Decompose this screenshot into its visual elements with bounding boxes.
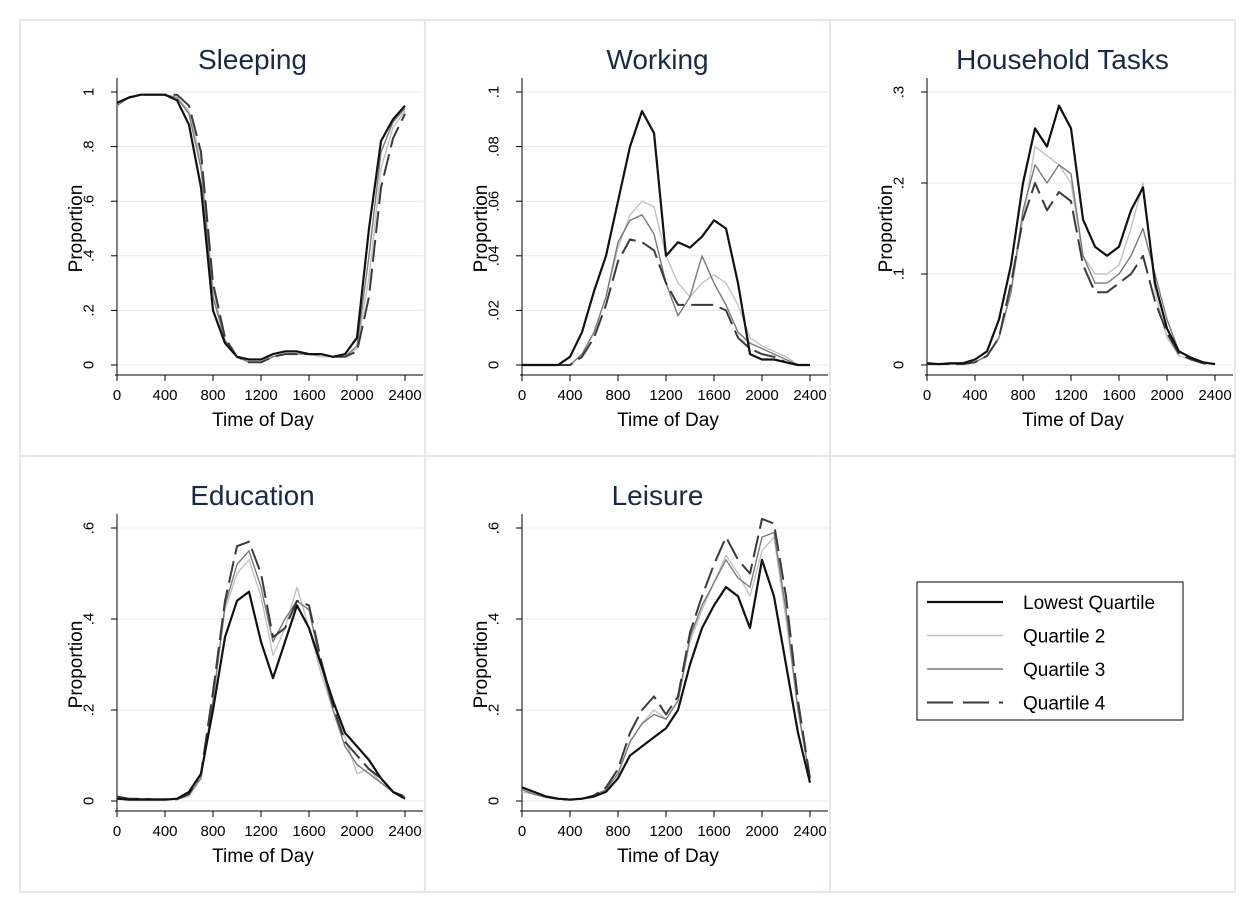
panel-title: Household Tasks xyxy=(956,44,1169,75)
y-tick-label: .08 xyxy=(486,136,503,157)
x-tick-label: 400 xyxy=(557,387,582,404)
x-tick-label: 2400 xyxy=(388,387,421,404)
x-tick-label: 2000 xyxy=(745,387,778,404)
legend-label: Quartile 2 xyxy=(1023,627,1105,648)
x-tick-label: 1600 xyxy=(292,387,325,404)
y-tick-label: .2 xyxy=(81,704,98,717)
x-tick-label: 0 xyxy=(113,387,121,404)
panel-frame xyxy=(424,455,831,893)
series-line-lowest-quartile xyxy=(521,558,812,801)
series-line-lowest-quartile xyxy=(926,104,1216,366)
x-tick-label: 1200 xyxy=(649,387,682,404)
panel-title: Working xyxy=(606,44,708,75)
y-tick-label: .2 xyxy=(891,177,908,190)
series-line-lowest-quartile xyxy=(522,109,810,367)
panel-education: Education 0 .2 .4 .6 0 400 800 1200 1600 2000 2400 T… xyxy=(19,455,426,893)
x-axis-label: Time of Day xyxy=(212,410,314,431)
y-tick-label: .4 xyxy=(81,250,98,263)
x-tick-label: 2000 xyxy=(1150,387,1183,404)
panel-title: Leisure xyxy=(612,480,704,511)
y-tick-label: .3 xyxy=(891,86,908,99)
panel-frame xyxy=(424,19,831,457)
legend-panel: Lowest Quartile Quartile 2 Quartile 3 Quart… xyxy=(829,455,1236,893)
series-line-lowest-quartile xyxy=(116,590,406,801)
y-tick-label: .4 xyxy=(81,613,98,626)
x-tick-label: 1600 xyxy=(1102,387,1135,404)
y-tick-label: 0 xyxy=(81,361,98,369)
x-tick-label: 1200 xyxy=(649,823,682,840)
series-line-lowest-quartile xyxy=(116,93,406,361)
y-tick-label: 0 xyxy=(486,797,503,805)
panel-frame xyxy=(19,19,426,457)
panel-household-tasks: Household Tasks 0 .1 .2 .3 0 400 800 1200 1600 200… xyxy=(829,19,1236,457)
x-tick-label: 2400 xyxy=(1198,387,1231,404)
x-tick-label: 2400 xyxy=(793,823,826,840)
x-tick-label: 400 xyxy=(557,823,582,840)
y-axis-label: Proportion xyxy=(66,621,87,709)
x-tick-label: 0 xyxy=(923,387,931,404)
y-tick-label: .1 xyxy=(486,86,503,99)
y-tick-label: .1 xyxy=(891,268,908,281)
y-tick-label: 0 xyxy=(486,361,503,369)
y-tick-label: .4 xyxy=(486,613,503,626)
y-axis-label: Proportion xyxy=(876,185,897,273)
x-tick-label: 400 xyxy=(962,387,987,404)
panel-title: Sleeping xyxy=(198,44,307,75)
x-axis-label: Time of Day xyxy=(617,846,719,867)
x-tick-label: 800 xyxy=(605,387,630,404)
legend-label: Lowest Quartile xyxy=(1023,593,1155,614)
x-tick-label: 800 xyxy=(605,823,630,840)
x-tick-label: 2000 xyxy=(745,823,778,840)
y-axis-label: Proportion xyxy=(66,185,87,273)
y-tick-label: .6 xyxy=(486,522,503,535)
x-tick-label: 2000 xyxy=(340,823,373,840)
x-tick-label: 800 xyxy=(1010,387,1035,404)
y-axis-label: Proportion xyxy=(471,185,492,273)
series-line-quartile-4 xyxy=(522,238,810,366)
y-tick-label: 0 xyxy=(81,797,98,805)
x-tick-label: 400 xyxy=(152,823,177,840)
x-tick-label: 2000 xyxy=(340,387,373,404)
x-axis-label: Time of Day xyxy=(212,846,314,867)
y-tick-label: .6 xyxy=(81,522,98,535)
y-tick-label: .06 xyxy=(486,191,503,212)
y-tick-label: .02 xyxy=(486,300,503,321)
x-tick-label: 2400 xyxy=(388,823,421,840)
legend-label: Quartile 3 xyxy=(1023,660,1105,681)
x-tick-label: 400 xyxy=(152,387,177,404)
y-tick-label: 1 xyxy=(81,88,98,96)
y-tick-label: .04 xyxy=(486,245,503,266)
x-tick-label: 1200 xyxy=(244,387,277,404)
legend-label: Quartile 4 xyxy=(1023,694,1106,715)
y-tick-label: .2 xyxy=(486,704,503,717)
panel-sleeping: Sleeping 0 .2 .4 .6 .8 1 0 400 800 1200 1600 2000 240… xyxy=(19,19,426,457)
y-axis-label: Proportion xyxy=(471,621,492,709)
y-tick-label: .2 xyxy=(81,304,98,317)
x-tick-label: 2400 xyxy=(793,387,826,404)
panel-frame xyxy=(829,19,1236,457)
x-tick-label: 1200 xyxy=(1054,387,1087,404)
x-tick-label: 1200 xyxy=(244,823,277,840)
x-axis-label: Time of Day xyxy=(1022,410,1124,431)
x-tick-label: 0 xyxy=(518,387,526,404)
x-tick-label: 800 xyxy=(200,387,225,404)
x-tick-label: 1600 xyxy=(292,823,325,840)
x-tick-label: 1600 xyxy=(697,387,730,404)
x-tick-label: 0 xyxy=(113,823,121,840)
y-tick-label: .8 xyxy=(81,140,98,153)
legend-box xyxy=(916,581,1184,721)
x-axis-label: Time of Day xyxy=(617,410,719,431)
x-tick-label: 1600 xyxy=(697,823,730,840)
y-tick-label: 0 xyxy=(891,361,908,369)
panel-leisure: Leisure 0 .2 .4 .6 0 400 800 1200 1600 2000 2400 Tim… xyxy=(424,455,831,893)
series-line-quartile-4 xyxy=(927,182,1216,366)
y-tick-label: .6 xyxy=(81,195,98,208)
x-tick-label: 800 xyxy=(200,823,225,840)
x-tick-label: 0 xyxy=(518,823,526,840)
panel-title: Education xyxy=(190,480,315,511)
panel-frame xyxy=(19,455,426,893)
panel-working: Working 0 .02 .04 .06 .08 .1 0 400 800 1200 1600 200… xyxy=(424,19,831,457)
